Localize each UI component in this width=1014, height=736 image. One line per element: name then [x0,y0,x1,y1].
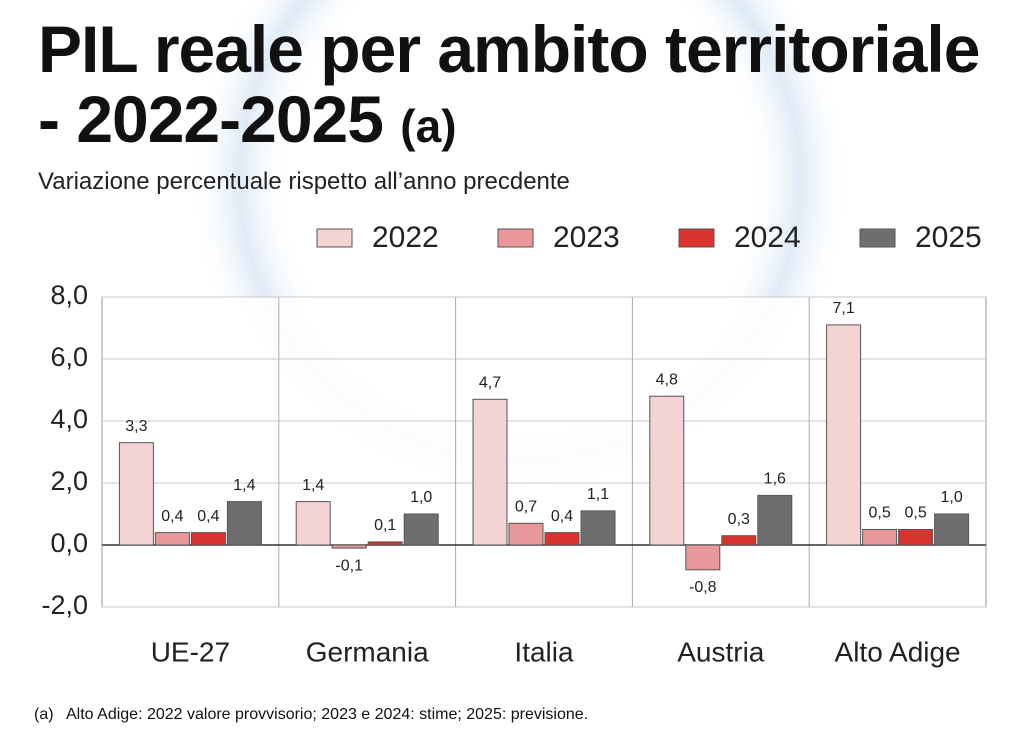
bar [649,395,685,546]
bar [826,324,862,546]
x-tick-label: Italia [514,636,574,667]
value-label: 0,5 [868,505,890,522]
value-label: 0,5 [904,505,926,522]
legend-label: 2025 [915,221,982,254]
legend-swatch [316,228,353,248]
chart-title-block: PIL reale per ambito territoriale - 2022… [38,14,988,161]
bar [295,501,331,546]
legend-swatch [497,228,534,248]
value-label: 1,0 [940,489,962,506]
bar [367,541,403,546]
bar [685,544,721,571]
value-label: 4,8 [656,371,678,388]
y-tick-label: 0,0 [50,528,88,558]
legend-swatch [859,228,896,248]
bar [934,513,970,546]
bar [226,501,262,546]
chart-title: PIL reale per ambito territoriale - 2022… [38,12,980,156]
value-label: 4,7 [479,375,501,392]
y-tick-label: 2,0 [50,466,88,496]
legend-label: 2024 [734,221,801,254]
legend-label: 2022 [372,221,439,254]
bar [190,532,226,546]
x-tick-label: Germania [306,636,429,667]
value-label: 3,3 [125,418,147,435]
value-label: 1,4 [233,477,255,494]
value-label: -0,8 [689,579,717,596]
value-label: 0,4 [161,508,183,525]
chart-subtitle: Variazione percentuale rispetto all’anno… [38,168,570,195]
y-tick-label: 4,0 [50,404,88,434]
bar [508,522,544,546]
bar [154,532,190,546]
value-label: 7,1 [832,300,854,317]
bar [118,442,154,546]
bar [898,529,934,546]
footnote: (a) Alto Adige: 2022 valore provvisorio;… [34,706,589,723]
x-tick-label: UE-27 [151,636,230,667]
bar [403,513,439,546]
y-tick-label: 8,0 [50,280,88,310]
x-tick-label: Austria [677,636,765,667]
y-tick-label: 6,0 [50,342,88,372]
legend-swatch [678,228,715,248]
value-label: 0,1 [374,517,396,534]
bar [721,535,757,546]
value-label: 1,1 [587,486,609,503]
bar [580,510,616,546]
bar [331,544,367,549]
bar [862,529,898,546]
bar [472,398,508,546]
value-label: 1,6 [764,471,786,488]
value-label: -0,1 [335,557,363,574]
y-tick-label: -2,0 [41,590,88,620]
bar [757,494,793,546]
legend-label: 2023 [553,221,620,254]
bar [544,532,580,546]
value-label: 1,4 [302,477,324,494]
value-label: 0,7 [515,499,537,516]
title-note: (a) [400,100,457,152]
value-label: 0,4 [551,508,573,525]
x-tick-label: Alto Adige [835,636,961,667]
value-label: 1,0 [410,489,432,506]
value-label: 0,3 [728,511,750,528]
value-label: 0,4 [197,508,219,525]
